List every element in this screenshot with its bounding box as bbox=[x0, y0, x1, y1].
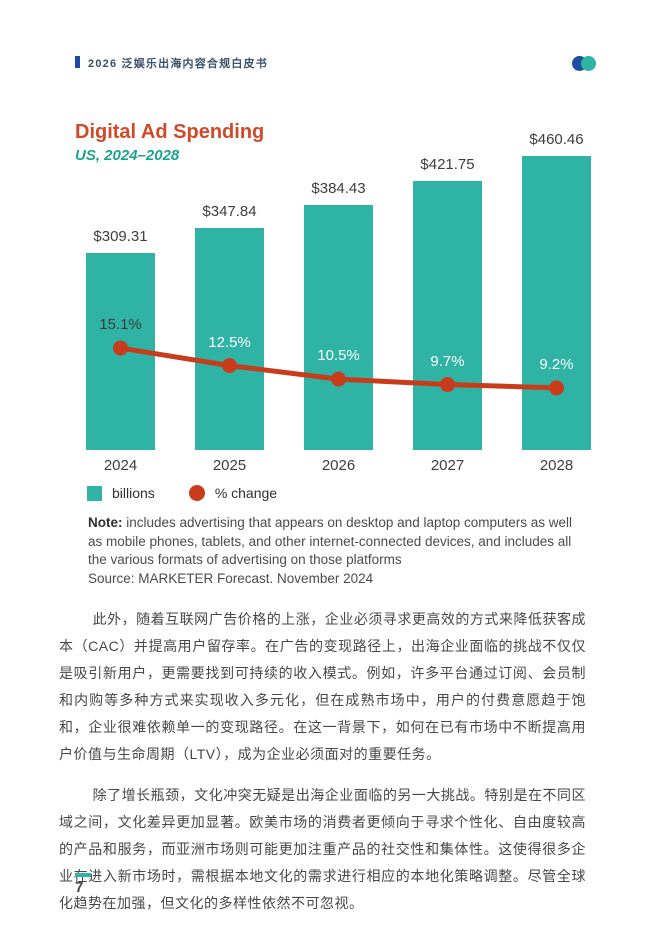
logo-teal-circle-icon bbox=[581, 56, 596, 71]
chart-subtitle: US, 2024–2028 bbox=[75, 147, 180, 164]
bar-value-label: $309.31 bbox=[93, 227, 148, 245]
x-tick-label: 2028 bbox=[539, 457, 574, 474]
line-dot bbox=[113, 340, 128, 356]
body-text: 此外，随着互联网广告价格的上涨，企业必须寻求更高效的方式来降低获客成本（CAC）… bbox=[59, 606, 586, 917]
line-dot bbox=[549, 380, 564, 396]
bar-2027 bbox=[413, 180, 482, 450]
source-text: Source: MARKETER Forecast. November 2024 bbox=[88, 570, 374, 586]
bar-2026 bbox=[304, 204, 373, 450]
chart-title: Digital Ad Spending bbox=[75, 121, 265, 143]
chart-legend: billions % change bbox=[87, 485, 311, 501]
pct-change-label: 12.5% bbox=[208, 333, 251, 351]
header-accent-marker bbox=[75, 56, 80, 68]
bar-2025 bbox=[195, 227, 264, 450]
line-dot bbox=[331, 371, 346, 387]
bar-value-label: $347.84 bbox=[202, 202, 257, 220]
bar-value-label: $460.46 bbox=[529, 131, 584, 148]
line-dot bbox=[222, 358, 237, 374]
page-number: 7 bbox=[75, 879, 84, 896]
pct-change-label: 9.7% bbox=[430, 352, 465, 370]
legend-swatch-line bbox=[188, 485, 205, 501]
pct-change-label: 15.1% bbox=[99, 316, 142, 334]
page-number-accent-bar bbox=[75, 873, 91, 877]
chart-plot: $309.31 2024 $347.84 2025 $384.43 2026 $421.75… bbox=[86, 131, 592, 474]
note-label: Note: bbox=[88, 515, 123, 530]
x-tick-label: 2025 bbox=[212, 457, 247, 474]
chart-note: Note: includes advertising that appears … bbox=[88, 514, 588, 588]
bar-2028 bbox=[522, 156, 591, 450]
pct-change-line bbox=[113, 340, 564, 396]
note-text: Note: includes advertising that appears … bbox=[88, 514, 588, 570]
bar-value-label: $421.75 bbox=[420, 155, 475, 173]
pct-change-label: 10.5% bbox=[317, 347, 360, 365]
legend-label-billions: billions bbox=[112, 485, 155, 501]
paragraph-2: 除了增长瓶颈，文化冲突无疑是出海企业面临的另一大挑战。特别是在不同区域之间，文化… bbox=[59, 787, 586, 911]
bar-value-label: $384.43 bbox=[311, 179, 366, 197]
note-body: includes advertising that appears on des… bbox=[88, 515, 573, 567]
header-title: 2026 泛娱乐出海内容合规白皮书 bbox=[88, 58, 268, 70]
legend-label-pct-change: % change bbox=[214, 485, 278, 501]
paragraph-1: 此外，随着互联网广告价格的上涨，企业必须寻求更高效的方式来降低获客成本（CAC）… bbox=[59, 611, 586, 762]
x-tick-label: 2024 bbox=[103, 457, 138, 474]
x-tick-label: 2027 bbox=[430, 457, 465, 474]
legend-swatch-bar bbox=[87, 485, 102, 501]
line-dot bbox=[440, 377, 455, 393]
brand-logo-icon bbox=[572, 56, 602, 71]
pct-change-label: 9.2% bbox=[539, 355, 574, 373]
x-tick-label: 2026 bbox=[321, 457, 356, 474]
